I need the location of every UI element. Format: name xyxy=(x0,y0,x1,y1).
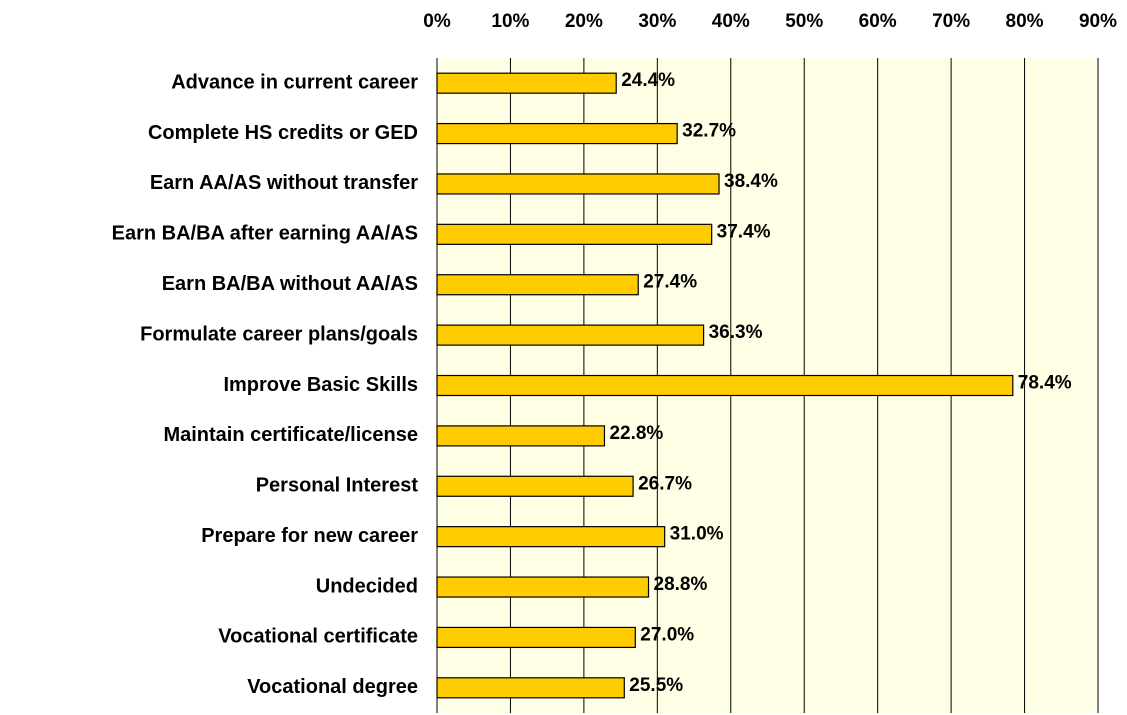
y-tick-label: Prepare for new career xyxy=(201,525,418,547)
value-label: 27.4% xyxy=(643,272,697,293)
y-tick-label: Personal Interest xyxy=(256,475,419,497)
value-label: 32.7% xyxy=(682,121,736,142)
x-tick-label: 90% xyxy=(1079,11,1117,32)
y-tick-label: Maintain certificate/license xyxy=(163,424,418,446)
bar xyxy=(436,475,634,497)
bar xyxy=(436,72,617,94)
y-tick-label: Earn BA/BA after earning AA/AS xyxy=(112,223,418,245)
y-tick-label: Earn AA/AS without transfer xyxy=(150,172,418,194)
value-label: 25.5% xyxy=(629,675,683,696)
bar xyxy=(436,626,636,649)
value-label: 38.4% xyxy=(724,171,778,192)
bar xyxy=(436,526,666,548)
y-tick-label: Vocational degree xyxy=(247,676,418,698)
bar xyxy=(436,173,720,195)
y-tick-label: Vocational certificate xyxy=(218,626,418,648)
bar xyxy=(436,576,650,598)
x-tick-label: 60% xyxy=(859,11,897,32)
value-label: 78.4% xyxy=(1018,373,1072,394)
x-tick-label: 80% xyxy=(1006,11,1044,32)
x-tick-label: 20% xyxy=(565,11,603,32)
x-tick-label: 40% xyxy=(712,11,750,32)
bar xyxy=(436,374,1014,397)
y-tick-label: Undecided xyxy=(316,575,418,597)
value-label: 26.7% xyxy=(638,473,692,494)
y-tick-label: Formulate career plans/goals xyxy=(140,323,418,345)
value-label: 36.3% xyxy=(709,322,763,343)
y-tick-label: Improve Basic Skills xyxy=(223,374,418,396)
x-tick-label: 50% xyxy=(785,11,823,32)
value-label: 31.0% xyxy=(670,524,724,545)
y-tick-label: Complete HS credits or GED xyxy=(148,122,418,144)
bar xyxy=(436,223,713,245)
value-label: 27.0% xyxy=(640,624,694,645)
x-tick-label: 10% xyxy=(491,11,529,32)
x-tick-label: 30% xyxy=(638,11,676,32)
bar xyxy=(436,425,606,447)
x-tick-label: 0% xyxy=(423,11,451,32)
bar xyxy=(436,324,705,346)
value-label: 37.4% xyxy=(717,221,771,242)
value-label: 22.8% xyxy=(609,423,663,444)
y-tick-label: Earn BA/BA without AA/AS xyxy=(162,273,418,295)
x-tick-label: 70% xyxy=(932,11,970,32)
bar xyxy=(436,677,625,699)
bar xyxy=(436,122,678,145)
y-tick-label: Advance in current career xyxy=(171,71,418,93)
value-label: 28.8% xyxy=(654,574,708,595)
bar xyxy=(436,274,639,296)
value-label: 24.4% xyxy=(621,70,675,91)
